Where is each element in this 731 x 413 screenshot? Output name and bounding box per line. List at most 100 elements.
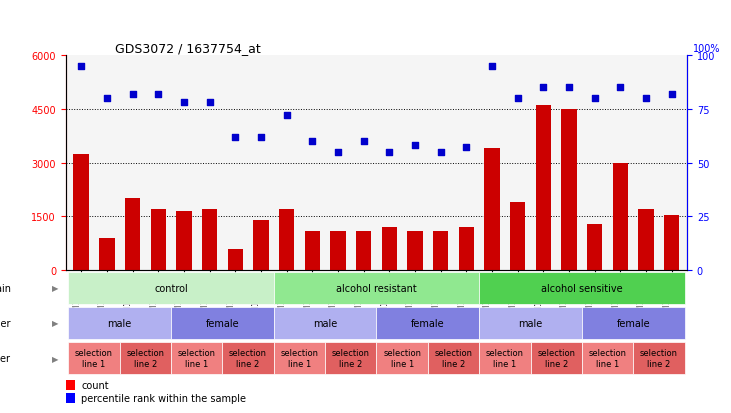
- Bar: [561, 109, 577, 271]
- Text: male: male: [313, 318, 337, 328]
- FancyBboxPatch shape: [582, 342, 633, 374]
- FancyBboxPatch shape: [274, 272, 479, 304]
- Text: control: control: [154, 283, 188, 293]
- Text: alcohol resistant: alcohol resistant: [336, 283, 417, 293]
- FancyBboxPatch shape: [428, 342, 479, 374]
- FancyBboxPatch shape: [582, 307, 684, 339]
- Bar: [202, 210, 217, 271]
- Text: selection
line 2: selection line 2: [229, 349, 267, 368]
- FancyBboxPatch shape: [531, 342, 582, 374]
- Bar: [125, 199, 140, 271]
- Bar: [407, 231, 423, 271]
- Point: [461, 145, 472, 152]
- Point: [204, 100, 216, 106]
- Text: female: female: [411, 318, 444, 328]
- Text: selection
line 2: selection line 2: [126, 349, 164, 368]
- Point: [255, 134, 267, 141]
- Bar: [227, 249, 243, 271]
- Point: [281, 113, 292, 119]
- Bar: [510, 202, 526, 271]
- Bar: [356, 231, 371, 271]
- Point: [435, 149, 447, 156]
- FancyBboxPatch shape: [69, 272, 274, 304]
- Bar: [330, 231, 346, 271]
- FancyBboxPatch shape: [171, 307, 274, 339]
- Bar: [66, 380, 75, 390]
- Point: [178, 100, 190, 106]
- Text: selection
line 1: selection line 1: [588, 349, 626, 368]
- Point: [563, 85, 575, 91]
- Bar: [253, 221, 268, 271]
- Bar: [176, 211, 192, 271]
- FancyBboxPatch shape: [376, 307, 479, 339]
- Point: [75, 63, 87, 70]
- Point: [306, 138, 318, 145]
- Bar: [151, 210, 166, 271]
- Text: percentile rank within the sample: percentile rank within the sample: [81, 394, 246, 404]
- FancyBboxPatch shape: [274, 307, 376, 339]
- FancyBboxPatch shape: [120, 342, 171, 374]
- Bar: [664, 215, 679, 271]
- Text: selection
line 2: selection line 2: [434, 349, 472, 368]
- Text: selection
line 2: selection line 2: [332, 349, 370, 368]
- Text: count: count: [81, 380, 109, 390]
- Text: alcohol sensitive: alcohol sensitive: [541, 283, 623, 293]
- Text: male: male: [107, 318, 132, 328]
- FancyBboxPatch shape: [479, 342, 531, 374]
- Text: 100%: 100%: [693, 44, 721, 54]
- Text: strain: strain: [0, 283, 11, 293]
- FancyBboxPatch shape: [633, 342, 684, 374]
- Text: male: male: [518, 318, 542, 328]
- Point: [152, 91, 164, 98]
- Point: [640, 95, 652, 102]
- FancyBboxPatch shape: [69, 307, 171, 339]
- Text: selection
line 1: selection line 1: [383, 349, 421, 368]
- Point: [384, 149, 395, 156]
- Point: [589, 95, 601, 102]
- Bar: [458, 228, 474, 271]
- FancyBboxPatch shape: [325, 342, 376, 374]
- Text: ▶: ▶: [52, 354, 58, 363]
- Text: GDS3072 / 1637754_at: GDS3072 / 1637754_at: [115, 42, 261, 55]
- Bar: [638, 210, 654, 271]
- Bar: [99, 238, 115, 271]
- FancyBboxPatch shape: [171, 342, 222, 374]
- Text: ▶: ▶: [52, 284, 58, 292]
- FancyBboxPatch shape: [479, 307, 582, 339]
- Text: other: other: [0, 353, 11, 363]
- Point: [357, 138, 369, 145]
- Bar: [485, 149, 500, 271]
- FancyBboxPatch shape: [376, 342, 428, 374]
- Bar: [587, 224, 602, 271]
- Text: gender: gender: [0, 318, 11, 328]
- Text: female: female: [205, 318, 239, 328]
- FancyBboxPatch shape: [274, 342, 325, 374]
- Bar: [536, 106, 551, 271]
- Text: selection
line 1: selection line 1: [281, 349, 319, 368]
- Bar: [74, 154, 89, 271]
- Text: female: female: [616, 318, 650, 328]
- Point: [615, 85, 626, 91]
- Point: [101, 95, 113, 102]
- Point: [230, 134, 241, 141]
- Text: selection
line 1: selection line 1: [75, 349, 113, 368]
- Point: [666, 91, 678, 98]
- Text: selection
line 1: selection line 1: [178, 349, 216, 368]
- Point: [486, 63, 498, 70]
- Bar: [305, 231, 320, 271]
- Text: selection
line 2: selection line 2: [537, 349, 575, 368]
- Text: selection
line 2: selection line 2: [640, 349, 678, 368]
- Bar: [382, 228, 397, 271]
- FancyBboxPatch shape: [222, 342, 274, 374]
- Point: [537, 85, 549, 91]
- Point: [126, 91, 138, 98]
- Bar: [279, 210, 295, 271]
- Bar: [613, 163, 628, 271]
- Point: [512, 95, 523, 102]
- FancyBboxPatch shape: [69, 342, 120, 374]
- Bar: [66, 393, 75, 403]
- Text: ▶: ▶: [52, 319, 58, 328]
- Text: selection
line 1: selection line 1: [486, 349, 524, 368]
- Point: [332, 149, 344, 156]
- Bar: [433, 231, 448, 271]
